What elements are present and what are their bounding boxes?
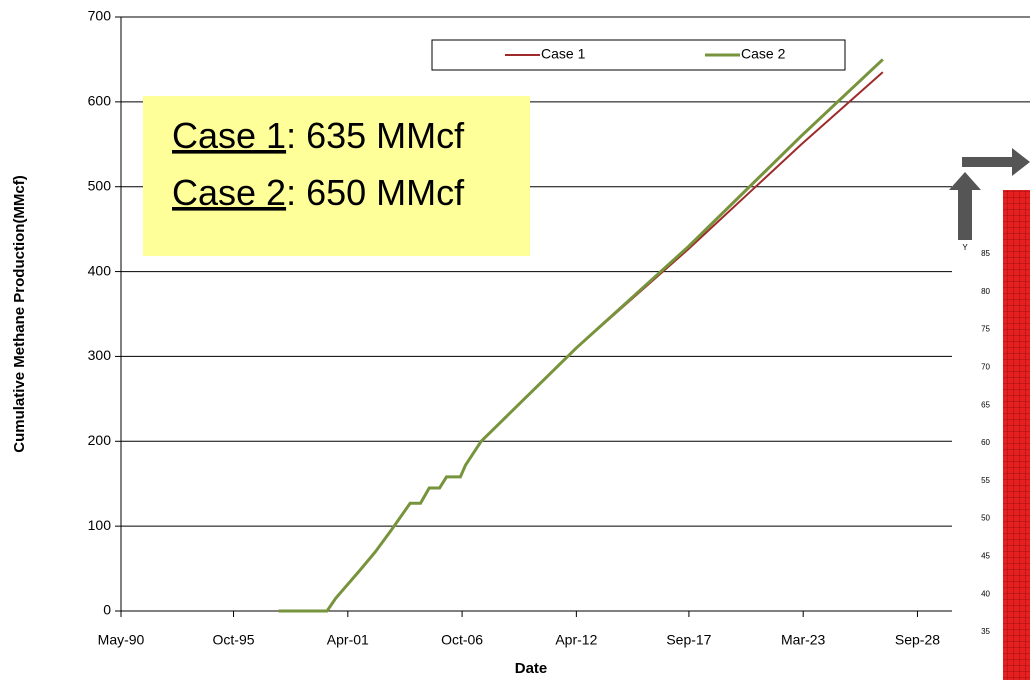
x-tick-label: Apr-01 — [327, 632, 369, 648]
y-tick-label: 700 — [88, 8, 112, 24]
inset-grid — [1003, 190, 1030, 680]
x-tick-label: Sep-17 — [666, 632, 711, 648]
annotation: Case 1: 635 MMcf — [172, 115, 465, 156]
annotation-box — [143, 96, 530, 256]
y-tick-label: 0 — [103, 602, 111, 618]
inset-tick-label: 50 — [981, 514, 990, 523]
annotation-text: : 635 MMcf — [286, 115, 465, 156]
y-tick-label: 600 — [88, 93, 112, 109]
y-tick-label: 100 — [88, 517, 112, 533]
inset-axis-label: Y — [962, 243, 968, 252]
inset-tick-label: 70 — [981, 363, 990, 372]
inset-arrow-right — [962, 148, 1030, 176]
x-tick-label: May-90 — [98, 632, 145, 648]
inset-arrow-up — [949, 172, 981, 240]
legend-box — [431, 39, 846, 71]
inset-tick-label: 60 — [981, 438, 990, 447]
y-tick-label: 500 — [88, 177, 112, 193]
y-axis-title: Cumulative Methane Production(MMcf) — [11, 175, 28, 453]
annotation-label: Case 1 — [172, 115, 286, 156]
x-tick-label: Oct-95 — [213, 632, 255, 648]
annotation: Case 2: 650 MMcf — [172, 172, 465, 213]
inset-tick-label: 75 — [981, 325, 990, 334]
y-tick-label: 300 — [88, 347, 112, 363]
annotation-text: : 650 MMcf — [286, 172, 465, 213]
inset-tick-label: 80 — [981, 287, 990, 296]
inset-tick-label: 55 — [981, 476, 990, 485]
inset-tick-label: 40 — [981, 589, 990, 598]
x-tick-label: Oct-06 — [441, 632, 483, 648]
y-tick-label: 400 — [88, 262, 112, 278]
x-tick-label: Apr-12 — [555, 632, 597, 648]
x-axis-title: Date — [515, 660, 548, 677]
series-line — [278, 58, 884, 613]
x-tick-label: Mar-23 — [781, 632, 826, 648]
inset-tick-label: 45 — [981, 552, 990, 561]
legend-label: Case 2 — [741, 46, 786, 62]
y-tick-label: 200 — [88, 432, 112, 448]
x-tick-label: Sep-28 — [895, 632, 940, 648]
annotation-label: Case 2 — [172, 172, 286, 213]
legend-label: Case 1 — [541, 46, 586, 62]
inset-tick-label: 65 — [981, 400, 990, 409]
inset-tick-label: 85 — [981, 249, 990, 258]
inset-tick-label: 35 — [981, 627, 990, 636]
